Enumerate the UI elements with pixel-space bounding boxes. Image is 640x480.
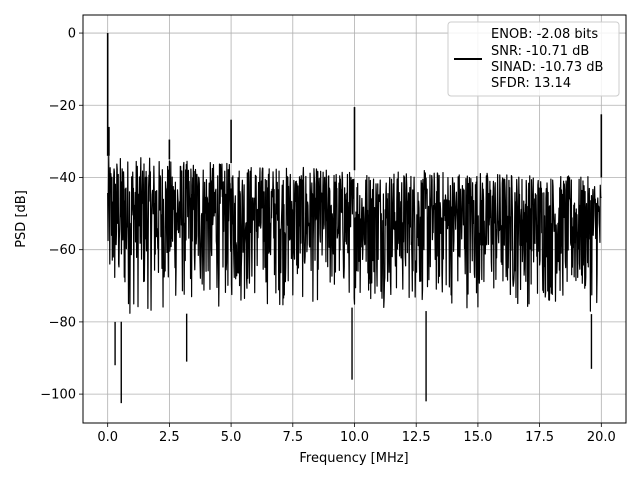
y-tick-label: 0 [68,27,76,42]
y-axis-ticks: 0 −20 −40 −60 −80 −100 [40,27,83,403]
x-axis-label: Frequency [MHz] [299,451,408,466]
y-tick-label: −40 [49,171,76,186]
x-tick-label: 20.0 [587,430,616,445]
legend: ENOB: -2.08 bits SNR: -10.71 dB SINAD: -… [447,21,620,97]
legend-snr: SNR: -10.71 dB [491,44,589,59]
y-axis-label: PSD [dB] [14,190,29,248]
legend-enob: ENOB: -2.08 bits [491,27,598,42]
legend-sfdr: SFDR: 13.14 [491,76,571,91]
x-axis-ticks: 0.0 2.5 5.0 7.5 10.0 12.5 15.0 17.5 20.0 [97,423,616,445]
legend-box [447,21,620,97]
x-tick-label: 10.0 [340,430,369,445]
x-tick-label: 0.0 [97,430,118,445]
y-tick-label: −60 [49,243,76,258]
x-tick-label: 15.0 [463,430,492,445]
x-tick-label: 2.5 [159,430,180,445]
psd-series [106,33,603,404]
x-tick-label: 5.0 [221,430,242,445]
y-tick-label: −20 [49,99,76,114]
y-tick-label: −100 [40,388,76,403]
x-tick-label: 7.5 [282,430,303,445]
noise-trace [107,155,602,314]
x-tick-label: 17.5 [525,430,554,445]
legend-sinad: SINAD: -10.73 dB [491,60,603,75]
y-tick-label: −80 [49,315,76,330]
x-tick-label: 12.5 [402,430,431,445]
